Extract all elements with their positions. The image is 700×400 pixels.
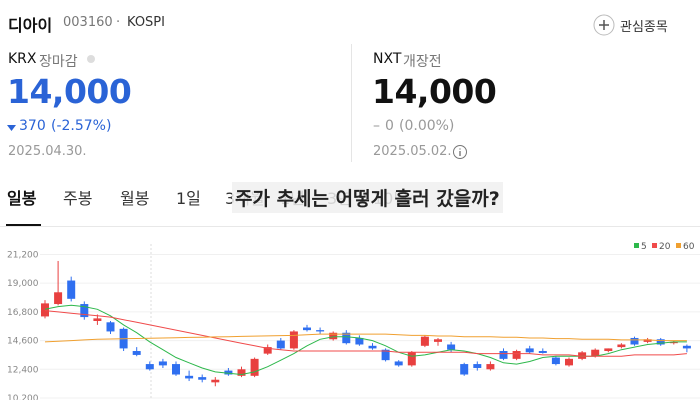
candle-body	[93, 318, 102, 321]
watch-button[interactable]: 관심종목	[620, 20, 668, 35]
krx-date: 2025.04.30.	[8, 144, 87, 159]
candle-body	[381, 349, 390, 361]
candle-body	[80, 304, 89, 318]
candle-body	[329, 332, 338, 340]
nxt-status: 개장전	[403, 54, 442, 70]
candle-body	[525, 348, 534, 353]
candle-body	[394, 361, 403, 366]
candle-body	[158, 361, 167, 366]
ma-line	[44, 333, 687, 343]
candle-body	[237, 369, 246, 376]
candle-body	[473, 364, 482, 368]
tab[interactable]: 주봉	[63, 189, 93, 208]
candle-body	[551, 357, 560, 365]
candle-body	[499, 351, 508, 359]
candle-body	[486, 364, 495, 370]
candle-body	[132, 351, 141, 355]
candle-body	[630, 337, 639, 345]
legend-label: 60	[683, 242, 695, 252]
stock-name: 디아이	[8, 16, 53, 35]
info-icon[interactable]	[452, 144, 468, 160]
candle-body	[669, 341, 678, 344]
candle-body	[434, 339, 442, 342]
candle-body	[41, 303, 49, 317]
candle-body	[198, 377, 207, 380]
down-arrow	[7, 125, 16, 131]
tab[interactable]: 1일	[176, 189, 201, 208]
legend-swatch	[634, 243, 639, 248]
candle-body	[145, 364, 154, 370]
candle-body	[303, 327, 311, 331]
candle-body	[185, 375, 194, 379]
caption: 주가 추세는 어떻게 흘러 갔을까?	[232, 182, 503, 213]
nxt-change-pct: (0.00%)	[399, 118, 455, 134]
candle-body	[316, 330, 325, 332]
candle-body	[67, 280, 76, 299]
status-dot	[87, 55, 95, 63]
y-tick-label: 16,800	[7, 308, 39, 318]
candle-body	[342, 332, 351, 344]
nxt-date: 2025.05.02.	[373, 144, 452, 159]
candle-body	[604, 348, 613, 352]
krx-status: 장마감	[39, 54, 78, 70]
candle-body	[643, 339, 652, 342]
tab-underline	[6, 224, 41, 226]
krx-change: 370	[19, 118, 46, 134]
candle-body	[289, 331, 298, 349]
legend-label: 20	[659, 242, 671, 252]
candle-body	[656, 339, 665, 345]
candle-body	[460, 364, 469, 375]
y-tick-label: 14,600	[7, 337, 39, 347]
divider	[351, 44, 352, 162]
candle-body	[368, 345, 377, 349]
candle-body	[355, 337, 364, 345]
tab-border	[0, 226, 700, 227]
candle-body	[407, 352, 416, 366]
separator: ·	[116, 15, 121, 30]
krx-label: KRX	[8, 51, 37, 67]
candle-body	[106, 322, 115, 332]
candle-body	[617, 344, 626, 348]
ma-line	[44, 304, 687, 376]
candle-body	[224, 370, 233, 375]
tab[interactable]: 월봉	[120, 189, 150, 208]
candle-body	[276, 340, 285, 349]
market: KOSPI	[127, 15, 165, 30]
candle-body	[263, 347, 272, 354]
candle-body	[420, 336, 429, 346]
candle-body	[578, 352, 587, 359]
candle-body	[250, 358, 259, 376]
candle-body	[565, 358, 573, 366]
nxt-change: 0	[385, 118, 394, 134]
krx-change-pct: (-2.57%)	[51, 118, 112, 134]
candle-body	[538, 351, 547, 353]
legend-swatch	[652, 243, 657, 248]
flat-mark: –	[373, 118, 380, 134]
watch-icon[interactable]	[593, 14, 615, 36]
candle-body	[211, 379, 220, 383]
candle-body	[512, 351, 521, 359]
stock-code: 003160	[63, 15, 113, 30]
candle-body	[447, 344, 456, 350]
y-tick-label: 10,200	[7, 394, 39, 400]
tab[interactable]: 일봉	[7, 189, 37, 208]
legend-swatch	[676, 243, 681, 248]
krx-price: 14,000	[7, 72, 132, 111]
nxt-price: 14,000	[372, 72, 497, 111]
candle-body	[172, 364, 180, 375]
candle-body	[591, 349, 600, 357]
y-tick-label: 21,200	[7, 250, 39, 260]
candle-body	[54, 292, 63, 305]
y-tick-label: 12,400	[7, 365, 39, 375]
legend-label: 5	[641, 242, 647, 252]
y-tick-label: 19,000	[7, 279, 39, 289]
nxt-label: NXT	[373, 51, 402, 67]
ma-line	[44, 310, 687, 357]
candle-body	[682, 345, 691, 349]
